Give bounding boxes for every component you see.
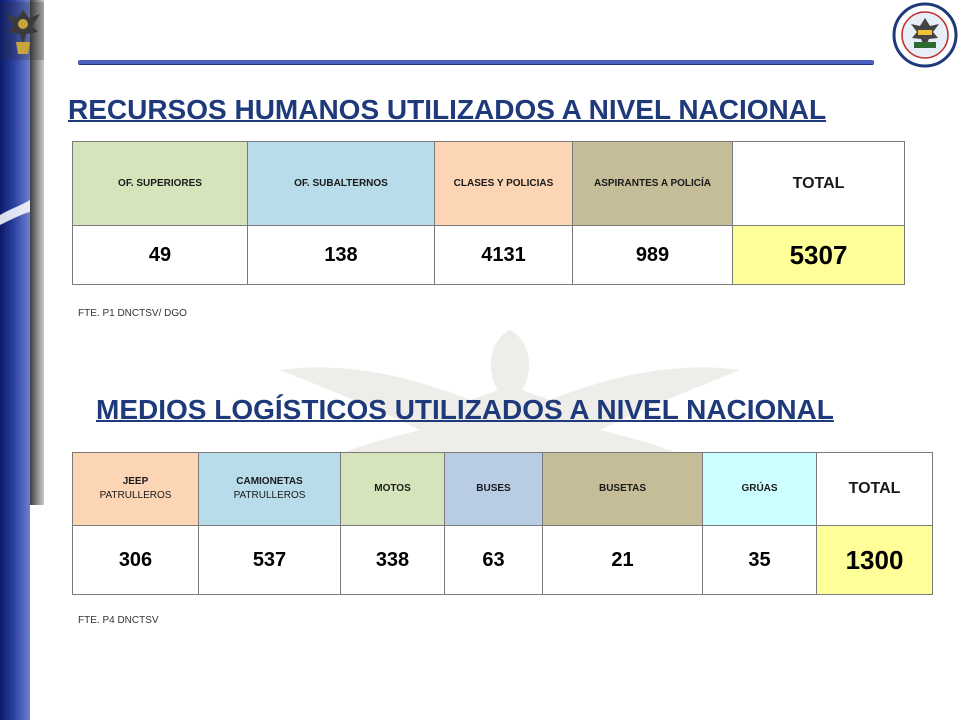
header-jeep-line1: JEEP	[122, 476, 149, 487]
human-resources-title: RECURSOS HUMANOS UTILIZADOS A NIVEL NACI…	[68, 94, 827, 125]
value-buses: 63	[444, 525, 543, 595]
table-header-row: OF. SUPERIORES OF. SUBALTERNOS CLASES Y …	[72, 141, 905, 226]
value-camionetas: 537	[198, 525, 341, 595]
header-of-superiores: OF. SUPERIORES	[72, 141, 248, 226]
left-decor-gray-strip	[30, 0, 44, 505]
header-of-subalternos: OF. SUBALTERNOS	[247, 141, 435, 226]
value-aspirantes: 989	[572, 225, 733, 285]
source-note-1: FTE. P1 DNCTSV/ DGO	[78, 308, 187, 319]
header-motos: MOTOS	[340, 452, 445, 526]
logistics-table: JEEP PATRULLEROS CAMIONETAS PATRULLEROS …	[72, 452, 933, 595]
eagle-watermark-icon	[280, 330, 740, 530]
header-buses: BUSES	[444, 452, 543, 526]
value-of-superiores: 49	[72, 225, 248, 285]
header-total: TOTAL	[816, 452, 933, 526]
value-total: 5307	[732, 225, 905, 285]
value-busetas: 21	[542, 525, 703, 595]
table-header-row: JEEP PATRULLEROS CAMIONETAS PATRULLEROS …	[72, 452, 933, 526]
header-busetas: BUSETAS	[542, 452, 703, 526]
table-row: 49 138 4131 989 5307	[72, 225, 905, 285]
police-eagle-emblem-icon	[2, 2, 44, 60]
header-jeep: JEEP PATRULLEROS	[72, 452, 199, 526]
source-note-2: FTE. P4 DNCTSV	[78, 615, 159, 626]
header-aspirantes: ASPIRANTES A POLICÍA	[572, 141, 733, 226]
header-clases-policias: CLASES Y POLICIAS	[434, 141, 573, 226]
header-camionetas: CAMIONETAS PATRULLEROS	[198, 452, 341, 526]
transit-directorate-seal-icon	[892, 2, 958, 68]
header-jeep-line2: PATRULLEROS	[99, 490, 172, 501]
value-jeep: 306	[72, 525, 199, 595]
value-of-subalternos: 138	[247, 225, 435, 285]
value-total: 1300	[816, 525, 933, 595]
header-gruas: GRÚAS	[702, 452, 817, 526]
value-motos: 338	[340, 525, 445, 595]
header-camionetas-line2: PATRULLEROS	[233, 490, 306, 501]
left-decor-bar	[0, 0, 30, 720]
human-resources-table: OF. SUPERIORES OF. SUBALTERNOS CLASES Y …	[72, 141, 905, 285]
header-rule	[78, 60, 874, 65]
logistics-title: MEDIOS LOGÍSTICOS UTILIZADOS A NIVEL NAC…	[96, 394, 834, 425]
header-total: TOTAL	[732, 141, 905, 226]
value-clases-policias: 4131	[434, 225, 573, 285]
header-camionetas-line1: CAMIONETAS	[236, 476, 303, 487]
table-row: 306 537 338 63 21 35 1300	[72, 525, 933, 595]
left-decor-wave	[0, 0, 30, 225]
value-gruas: 35	[702, 525, 817, 595]
